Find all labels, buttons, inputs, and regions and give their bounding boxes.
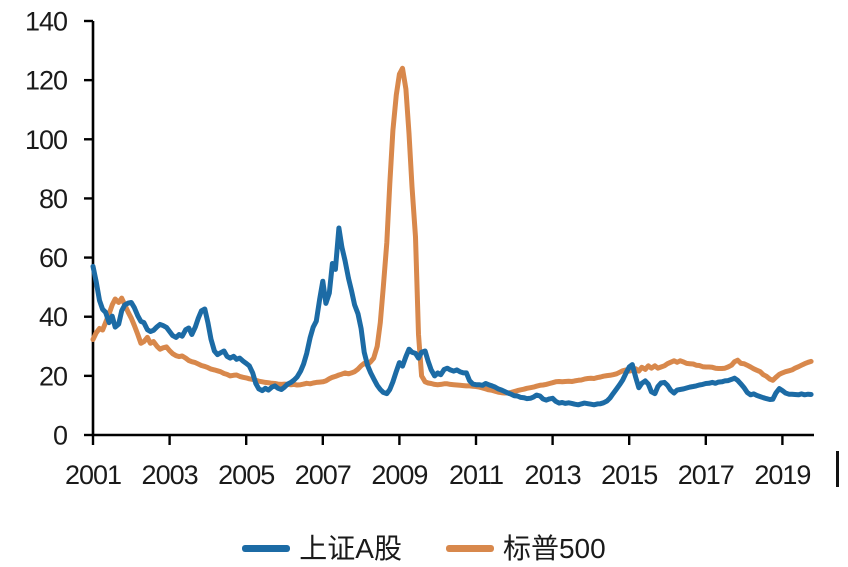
- x-tick-label: 2001: [65, 460, 121, 490]
- legend: 上证A股 标普500: [0, 530, 848, 567]
- y-tick-label: 80: [39, 184, 67, 214]
- legend-label-shanghai-a: 上证A股: [299, 532, 402, 564]
- y-tick-label: 120: [25, 66, 67, 96]
- y-tick-label: 20: [39, 361, 67, 391]
- legend-item-shanghai-a: 上证A股: [242, 532, 402, 564]
- tick-marks: [84, 19, 784, 445]
- x-tick-label: 2005: [218, 460, 274, 490]
- x-tick-label: 2019: [754, 460, 810, 490]
- series-line-sp500: [90, 65, 814, 396]
- legend-label-sp500: 标普500: [502, 532, 606, 564]
- x-tick-label: 2017: [678, 460, 734, 490]
- x-tick-label: 2003: [142, 460, 198, 490]
- x-tick-label: 2013: [525, 460, 581, 490]
- y-tick-label: 60: [39, 243, 67, 273]
- legend-swatch-shanghai-a-icon: [242, 545, 291, 552]
- data-series: [90, 65, 814, 408]
- x-tick-label: 2007: [295, 460, 351, 490]
- tick-labels: 0 20 40 60 80 100 120 140 2001 2003 2005 2007 2009 20…: [25, 7, 812, 491]
- y-tick-label: 140: [25, 7, 67, 37]
- right-edge-artifact: [836, 451, 839, 487]
- legend-item-sp500: 标普500: [445, 532, 606, 564]
- x-tick-label: 2011: [449, 460, 503, 490]
- y-tick-label: 100: [25, 125, 67, 155]
- series-line-shanghai-a: [90, 225, 814, 408]
- y-tick-label: 40: [39, 302, 67, 332]
- y-tick-label: 0: [53, 421, 67, 451]
- x-tick-label: 2015: [601, 460, 657, 490]
- legend-swatch-sp500-icon: [445, 545, 494, 552]
- x-tick-label: 2009: [371, 460, 427, 490]
